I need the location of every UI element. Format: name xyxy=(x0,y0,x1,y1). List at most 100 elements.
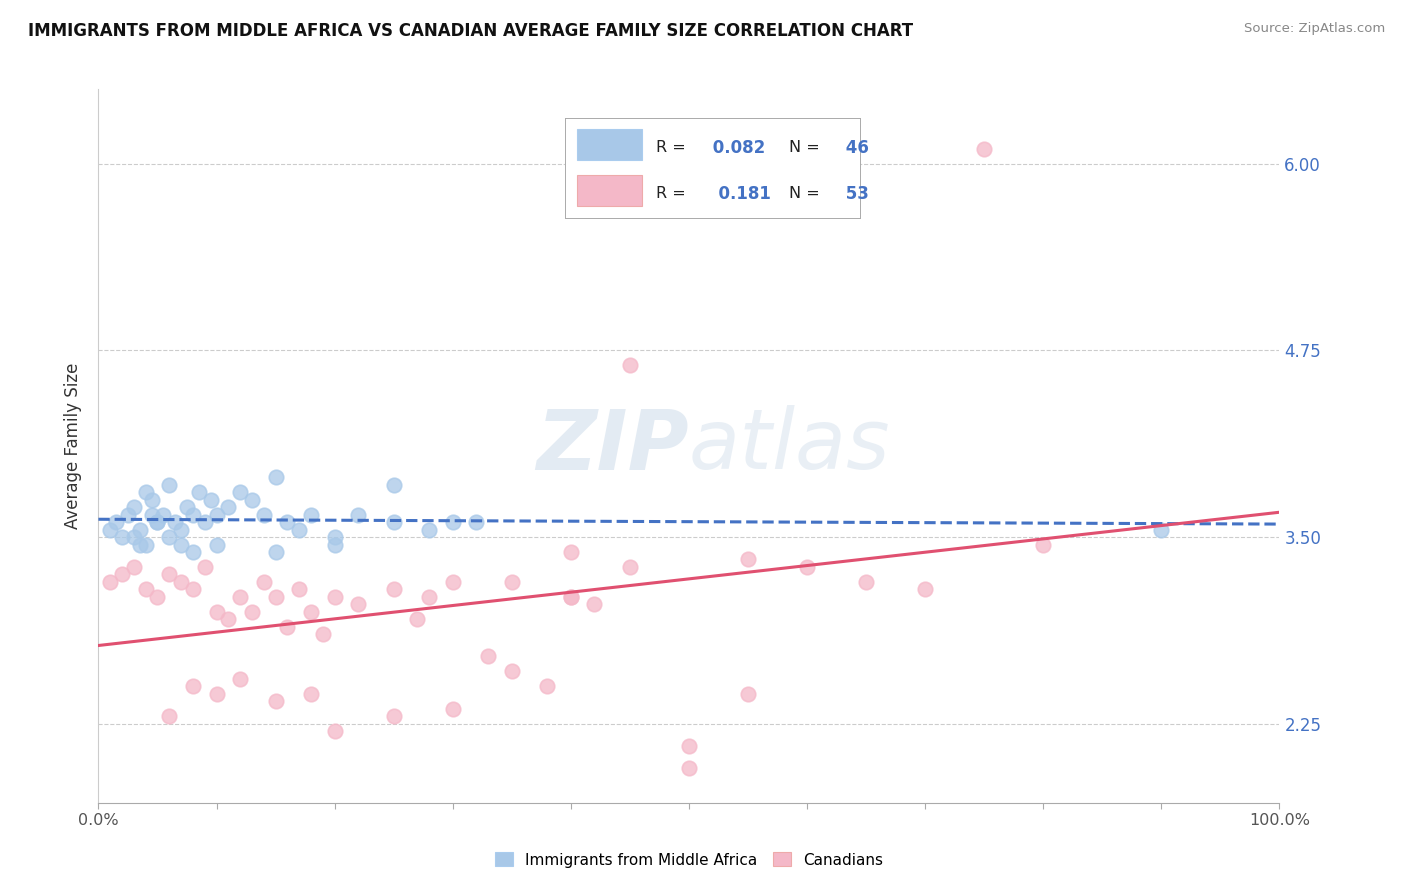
Point xyxy=(141,492,163,507)
Point xyxy=(194,515,217,529)
Point xyxy=(181,545,204,559)
Point xyxy=(135,485,157,500)
Point xyxy=(264,694,287,708)
Point xyxy=(312,627,335,641)
Point xyxy=(205,687,228,701)
Point xyxy=(501,574,523,589)
Point xyxy=(229,485,252,500)
Point xyxy=(146,515,169,529)
Point xyxy=(105,515,128,529)
Point xyxy=(111,530,134,544)
Point xyxy=(477,649,499,664)
Point xyxy=(157,530,180,544)
Point xyxy=(157,567,180,582)
Point xyxy=(323,530,346,544)
Point xyxy=(347,508,370,522)
Point xyxy=(122,560,145,574)
Point xyxy=(299,508,322,522)
Point xyxy=(122,500,145,515)
Point xyxy=(536,679,558,693)
Text: 0.181: 0.181 xyxy=(707,185,770,202)
Point xyxy=(583,597,606,611)
Point xyxy=(737,687,759,701)
Point xyxy=(560,545,582,559)
Point xyxy=(323,590,346,604)
Point xyxy=(187,485,209,500)
Point xyxy=(796,560,818,574)
Point xyxy=(181,679,204,693)
Point xyxy=(135,537,157,551)
Point xyxy=(299,605,322,619)
Point xyxy=(323,724,346,739)
Point xyxy=(323,537,346,551)
Point xyxy=(165,515,187,529)
Point xyxy=(678,762,700,776)
FancyBboxPatch shape xyxy=(576,175,641,206)
Point xyxy=(441,515,464,529)
Point xyxy=(382,515,405,529)
Point xyxy=(176,500,198,515)
Point xyxy=(418,523,440,537)
Text: 0.082: 0.082 xyxy=(707,139,765,157)
Text: 53: 53 xyxy=(839,185,869,202)
Text: atlas: atlas xyxy=(689,406,890,486)
Text: N =: N = xyxy=(789,140,825,155)
Point xyxy=(347,597,370,611)
Point xyxy=(288,523,311,537)
Point xyxy=(152,508,174,522)
Point xyxy=(157,478,180,492)
Point xyxy=(170,537,193,551)
Point xyxy=(170,523,193,537)
Point xyxy=(181,508,204,522)
Point xyxy=(973,142,995,156)
Point xyxy=(678,739,700,753)
Point xyxy=(205,537,228,551)
Point xyxy=(560,590,582,604)
Text: R =: R = xyxy=(657,140,692,155)
Point xyxy=(253,508,276,522)
Point xyxy=(264,590,287,604)
Point xyxy=(157,709,180,723)
Y-axis label: Average Family Size: Average Family Size xyxy=(65,363,83,529)
Point xyxy=(276,515,298,529)
Point xyxy=(418,590,440,604)
Point xyxy=(855,574,877,589)
Point xyxy=(240,605,263,619)
Point xyxy=(217,500,239,515)
Point xyxy=(229,672,252,686)
Text: ZIP: ZIP xyxy=(536,406,689,486)
Point xyxy=(229,590,252,604)
Point xyxy=(141,508,163,522)
Point xyxy=(181,582,204,597)
Point xyxy=(737,552,759,566)
Text: IMMIGRANTS FROM MIDDLE AFRICA VS CANADIAN AVERAGE FAMILY SIZE CORRELATION CHART: IMMIGRANTS FROM MIDDLE AFRICA VS CANADIA… xyxy=(28,22,914,40)
Point xyxy=(465,515,488,529)
Point xyxy=(217,612,239,626)
Point xyxy=(382,582,405,597)
Point xyxy=(406,612,429,626)
Legend: Immigrants from Middle Africa, Canadians: Immigrants from Middle Africa, Canadians xyxy=(488,847,890,873)
Point xyxy=(146,590,169,604)
Point xyxy=(1150,523,1173,537)
Point xyxy=(240,492,263,507)
Point xyxy=(619,359,641,373)
Point xyxy=(264,470,287,484)
Text: Source: ZipAtlas.com: Source: ZipAtlas.com xyxy=(1244,22,1385,36)
Text: N =: N = xyxy=(789,186,825,202)
Point xyxy=(200,492,222,507)
Point xyxy=(288,582,311,597)
Point xyxy=(382,709,405,723)
Point xyxy=(128,523,150,537)
Point xyxy=(253,574,276,589)
Point xyxy=(146,515,169,529)
Point xyxy=(560,590,582,604)
Point xyxy=(205,605,228,619)
Point xyxy=(117,508,139,522)
Point xyxy=(135,582,157,597)
Text: 46: 46 xyxy=(839,139,869,157)
Text: R =: R = xyxy=(657,186,692,202)
Point xyxy=(299,687,322,701)
Point xyxy=(382,478,405,492)
Point xyxy=(501,665,523,679)
Point xyxy=(170,574,193,589)
